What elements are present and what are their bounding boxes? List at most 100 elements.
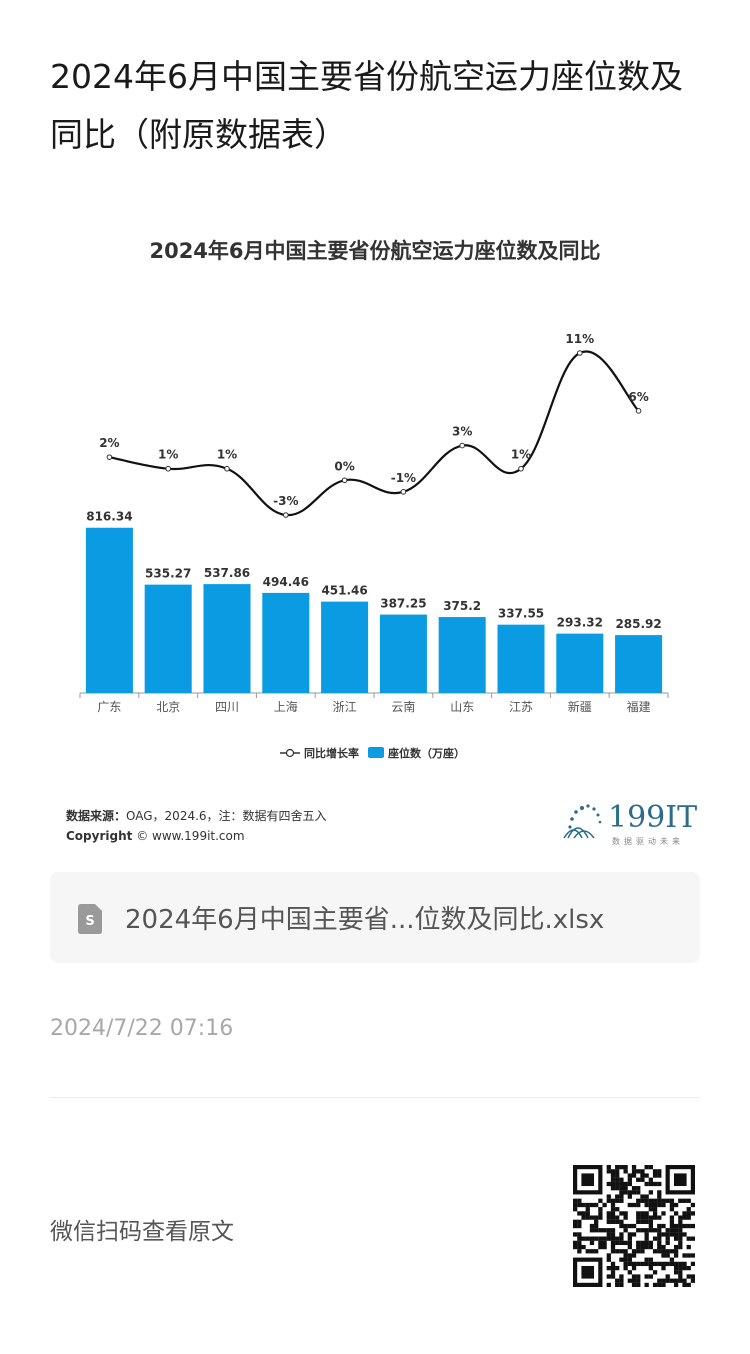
qr-module [661, 1249, 666, 1254]
qr-code-icon[interactable] [573, 1165, 695, 1287]
qr-module [606, 1232, 611, 1237]
qr-module [577, 1198, 582, 1203]
attachment-name[interactable]: 2024年6月中国主要省...位数及同比.xlsx [125, 905, 605, 935]
qr-module [602, 1228, 607, 1233]
qr-module [610, 1219, 616, 1224]
attachment-card[interactable]: S 2024年6月中国主要省...位数及同比.xlsx [50, 872, 700, 963]
qr-module [610, 1207, 616, 1212]
qr-module [648, 1177, 654, 1182]
qr-module [686, 1207, 691, 1212]
x-tick-label: 上海 [274, 699, 298, 714]
qr-module [669, 1219, 675, 1224]
qr-module [661, 1278, 666, 1283]
qr-module [602, 1236, 607, 1241]
bar-value-label: 535.27 [145, 567, 191, 581]
qr-module [573, 1198, 578, 1203]
line-value-label: 1% [511, 448, 531, 462]
qr-module [606, 1253, 611, 1258]
qr-module [631, 1253, 637, 1258]
qr-module [640, 1240, 645, 1246]
qr-module [615, 1186, 620, 1191]
qr-module [690, 1261, 695, 1267]
qr-module [657, 1215, 662, 1220]
qr-module [598, 1198, 603, 1203]
qr-finder [581, 1265, 595, 1279]
qr-module [627, 1261, 632, 1267]
qr-module [661, 1265, 666, 1271]
qr-module [627, 1236, 632, 1241]
line-value-label: 0% [334, 459, 354, 473]
qr-module [631, 1265, 637, 1271]
qr-module [631, 1223, 637, 1229]
qr-module [615, 1181, 620, 1187]
qr-module [610, 1240, 616, 1246]
qr-module [644, 1211, 649, 1216]
qr-module [615, 1169, 620, 1174]
qr-module [686, 1265, 691, 1271]
qr-module [606, 1219, 611, 1224]
qr-module [648, 1261, 654, 1267]
qr-module [669, 1228, 675, 1233]
qr-module [610, 1274, 616, 1279]
qr-module [573, 1232, 578, 1237]
qr-module [627, 1253, 632, 1258]
qr-module [669, 1232, 675, 1237]
qr-module [678, 1198, 683, 1203]
qr-module [673, 1278, 679, 1283]
qr-module [606, 1228, 611, 1233]
qr-module [606, 1165, 611, 1170]
qr-module [627, 1202, 632, 1208]
qr-module [682, 1253, 687, 1258]
qr-module [690, 1223, 695, 1229]
qr-module [619, 1190, 624, 1195]
qr-module [615, 1249, 620, 1254]
qr-module [623, 1190, 628, 1195]
qr-module [606, 1236, 611, 1241]
qr-module [669, 1257, 675, 1262]
bar-value-label: 375.2 [443, 599, 481, 613]
qr-caption: 微信扫码查看原文 [50, 1219, 234, 1245]
qr-module [657, 1223, 662, 1229]
qr-module [573, 1219, 578, 1224]
qr-module [657, 1261, 662, 1267]
legend-label-bar: 座位数（万座） [387, 746, 465, 760]
qr-module [585, 1202, 590, 1208]
qr-module [619, 1282, 624, 1287]
qr-module [640, 1173, 645, 1178]
spreadsheet-file-icon: S [78, 904, 102, 934]
qr-module [619, 1249, 624, 1254]
qr-module [577, 1223, 582, 1229]
qr-module [623, 1223, 628, 1229]
qr-module [636, 1274, 641, 1279]
qr-module [615, 1215, 620, 1220]
qr-module [661, 1261, 666, 1267]
qr-module [657, 1232, 662, 1237]
qr-module [573, 1202, 578, 1208]
qr-module [665, 1240, 670, 1246]
qr-module [577, 1249, 582, 1254]
qr-module [615, 1173, 620, 1178]
qr-module [652, 1236, 658, 1241]
legend-label-line: 同比增长率 [304, 746, 359, 760]
qr-module [648, 1198, 654, 1203]
qr-module [648, 1274, 654, 1279]
source-note: 数据来源：OAG，2024.6，注：数据有四舍五入 Copyright © ww… [66, 806, 327, 846]
qr-module [598, 1244, 603, 1250]
qr-module [678, 1265, 683, 1271]
qr-module [686, 1236, 691, 1241]
qr-module [652, 1228, 658, 1233]
line-point [106, 454, 113, 460]
qr-module [644, 1232, 649, 1237]
qr-module [594, 1236, 599, 1241]
qr-module [669, 1215, 675, 1220]
qr-module [606, 1198, 611, 1203]
qr-module [627, 1190, 632, 1195]
qr-module [594, 1202, 599, 1208]
qr-module [669, 1207, 675, 1212]
qr-module [631, 1278, 637, 1283]
qr-module [619, 1194, 624, 1199]
qr-module [657, 1169, 662, 1174]
qr-module [640, 1261, 645, 1267]
qr-module [594, 1215, 599, 1220]
qr-module [610, 1244, 616, 1250]
